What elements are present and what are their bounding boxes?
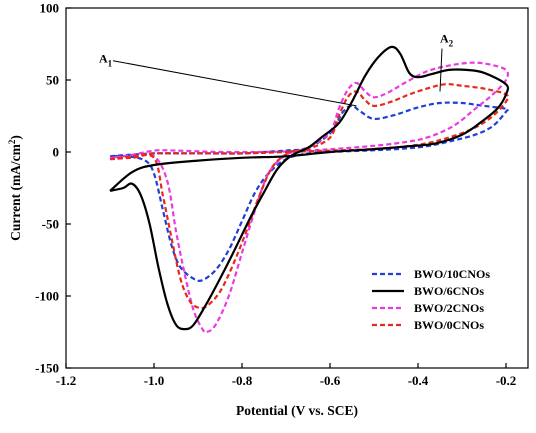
y-axis-title: Current (mA/cm2) [7,135,23,241]
annotation-label: A2 [440,32,454,49]
series-line-bwo-2cnos [109,61,510,334]
series-line-bwo-6cnos [109,45,510,331]
y-axis-title-main: Current (mA/cm [8,143,23,241]
annotation-pointer [112,60,357,107]
series-line-bwo-0cnos [109,83,510,310]
x-tick-label: -0.8 [232,373,253,388]
annotation-subscript: 1 [108,59,113,69]
annotation-letter: A [440,32,449,46]
y-tick-label: -100 [35,289,59,304]
y-tick-label: -50 [42,217,59,232]
y-tick-label: 50 [46,73,59,88]
legend-label: BWO/2CNOs [414,301,484,315]
tick-group: -1.2 -1.0 -0.8 -0.6 -0.4 -0.2 100 50 0 -50 -100 -15… [35,1,516,389]
annotation-subscript: 2 [449,39,454,49]
y-tick-label: 0 [53,145,60,160]
annotation-pointer [439,48,443,92]
series-layer [109,45,510,334]
x-tick-label: -0.2 [496,373,517,388]
y-axis-title-superscript: 2 [7,139,17,144]
x-tick-label: -0.6 [320,373,341,388]
x-tick-label: -0.4 [408,373,429,388]
legend-label: BWO/0CNOs [414,318,484,332]
x-axis-title: Potential (V vs. SCE) [236,403,358,418]
plot-frame [65,7,529,369]
x-tick-label: -1.2 [56,373,77,388]
legend-label: BWO/10CNOs [414,267,490,281]
x-tick-label: -1.0 [144,373,165,388]
legend-label: BWO/6CNOs [414,284,484,298]
annotation-label: A1 [99,52,113,69]
annotation-letter: A [99,52,108,66]
y-tick-label: -150 [35,361,59,376]
y-tick-label: 100 [40,1,60,16]
legend: BWO/10CNOs BWO/6CNOs BWO/2CNOs BWO/0CNOs [372,267,490,332]
y-axis-title-end: ) [8,135,23,140]
